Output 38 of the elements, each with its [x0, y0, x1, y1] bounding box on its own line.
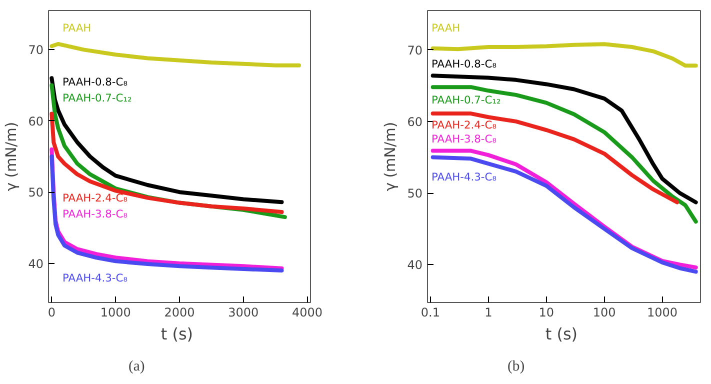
series-label: PAAH-3.8-C₈	[62, 208, 128, 220]
y-tick-label: 60	[407, 114, 423, 129]
series-label: PAAH	[62, 22, 92, 34]
x-tick-label: 10	[538, 306, 554, 320]
x-tick-label: 0	[48, 306, 56, 320]
y-axis-title: γ (mN/m)	[3, 122, 20, 192]
y-tick-label: 70	[407, 43, 423, 58]
series-label: PAAH-4.3-C₈	[432, 170, 496, 184]
series-label: PAAH-3.8-C₈	[432, 132, 496, 146]
series-label: PAAH-0.8-C₈	[432, 58, 496, 70]
y-tick-label: 40	[407, 258, 423, 272]
x-tick-label: 1000	[100, 306, 131, 320]
line-series	[50, 42, 301, 68]
series-label: PAAH-0.7-C₁₂	[432, 94, 501, 106]
series-label: PAAH-2.4-C₈	[432, 118, 496, 132]
x-tick-label: 100	[592, 306, 616, 320]
text: (a)	[128, 358, 145, 374]
y-tick-label: 50	[28, 186, 44, 200]
y-tick-label: 40	[28, 256, 44, 271]
line-series	[50, 76, 284, 204]
x-tick-label: 1000	[646, 306, 678, 320]
y-tick-label: 60	[28, 114, 44, 128]
series-label: PAAH-0.8-C₈	[62, 76, 128, 88]
series-label: PAAH-2.4-C₈	[62, 192, 128, 204]
x-tick-label: 2000	[164, 306, 195, 320]
series-label: PAAH-4.3-C₈	[62, 272, 128, 284]
series-label: PAAH-0.7-C₁₂	[62, 92, 132, 104]
x-axis-title: t (s)	[545, 324, 578, 344]
x-tick-label: 1	[484, 306, 492, 320]
series-label: PAAH	[432, 22, 460, 34]
y-tick-label: 70	[28, 43, 44, 58]
text: (b)	[508, 358, 525, 374]
y-axis-title: γ (mN/m)	[382, 122, 400, 192]
x-tick-label: 3000	[228, 306, 259, 320]
x-tick-label: 4000	[292, 306, 323, 320]
x-tick-label: 0.1	[420, 306, 440, 320]
y-tick-label: 50	[407, 186, 423, 200]
x-axis-title: t (s)	[160, 324, 194, 344]
